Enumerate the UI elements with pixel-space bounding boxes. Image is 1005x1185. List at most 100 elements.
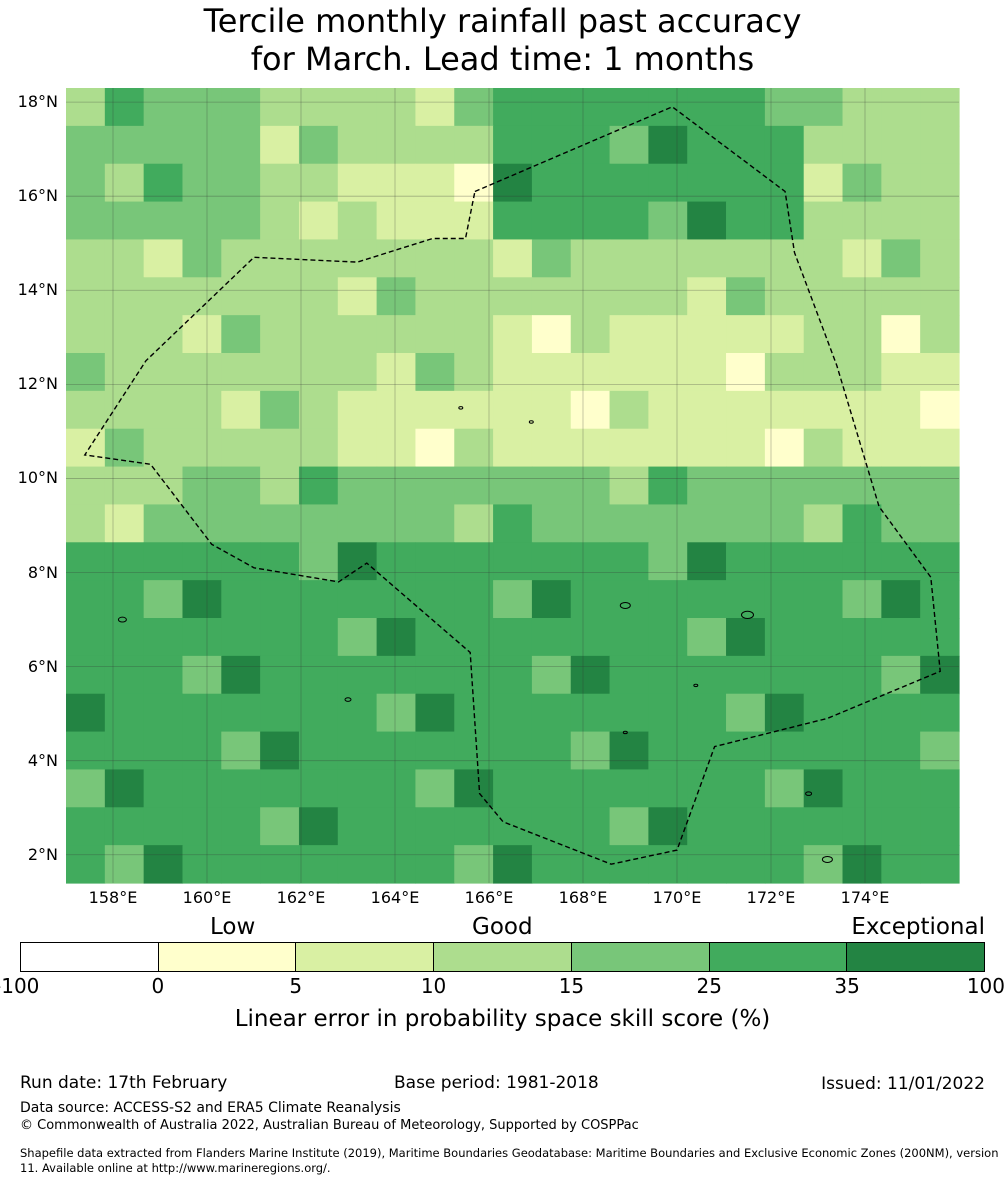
- grid-cell: [260, 315, 300, 354]
- grid-cell: [764, 277, 805, 316]
- grid-cell: [221, 655, 261, 695]
- grid-cell: [881, 807, 921, 846]
- island-outline: [528, 420, 534, 424]
- grid-cell: [687, 580, 727, 619]
- grid-cell: [493, 769, 533, 808]
- longitude-tick-label: 170°E: [652, 888, 702, 907]
- grid-cell: [376, 315, 417, 354]
- grid-cell: [221, 542, 261, 581]
- grid-cell: [842, 163, 882, 203]
- grid-cell: [221, 88, 261, 127]
- grid-cell: [493, 731, 533, 771]
- grid-cell: [454, 277, 494, 316]
- grid-cell: [104, 845, 145, 884]
- grid-cell: [609, 580, 649, 619]
- grid-cell: [531, 504, 572, 543]
- grid-cell: [531, 845, 572, 884]
- grid-cell: [143, 201, 184, 241]
- grid-cell: [726, 239, 766, 278]
- grid-cell: [609, 125, 649, 165]
- grid-cell: [493, 542, 533, 581]
- grid-cell: [920, 201, 960, 241]
- grid-cell: [687, 163, 727, 203]
- island-outline: [741, 610, 754, 619]
- grid-cell: [221, 277, 261, 316]
- grid-cell: [842, 845, 882, 884]
- grid-cell: [531, 390, 572, 430]
- grid-cell: [104, 618, 145, 657]
- grid-cell: [531, 655, 572, 695]
- grid-cell: [764, 504, 805, 543]
- grid-cell: [803, 845, 844, 884]
- grid-cell: [531, 542, 572, 581]
- grid-cell: [842, 807, 882, 846]
- grid-cell: [182, 845, 222, 884]
- grid-cell: [143, 731, 184, 771]
- copyright: © Commonwealth of Australia 2022, Austra…: [20, 1118, 639, 1133]
- issued-date: Issued: 11/01/2022: [821, 1074, 985, 1094]
- grid-cell: [143, 277, 184, 316]
- island-outline: [821, 855, 833, 863]
- grid-cell: [726, 731, 766, 771]
- grid-cell: [337, 580, 378, 619]
- grid-cell: [376, 769, 417, 808]
- grid-cell: [842, 618, 882, 657]
- grid-cell: [726, 125, 766, 165]
- grid-cell: [298, 428, 339, 468]
- grid-cell: [764, 618, 805, 657]
- grid-cell: [221, 807, 261, 846]
- longitude-tick-label: 164°E: [370, 888, 420, 907]
- grid-cell: [415, 315, 455, 354]
- grid-cell: [842, 353, 882, 392]
- grid-cell: [920, 618, 960, 657]
- grid-cell: [66, 466, 106, 506]
- grid-cell: [260, 353, 300, 392]
- grid-cell: [376, 466, 417, 506]
- grid-cell: [570, 277, 611, 316]
- grid-cell: [182, 807, 222, 846]
- grid-cell: [298, 655, 339, 695]
- grid-cell: [415, 845, 455, 884]
- grid-cell: [648, 239, 688, 278]
- grid-cell: [609, 731, 649, 771]
- grid-cell: [260, 201, 300, 241]
- grid-cell: [648, 466, 688, 506]
- longitude-tick-label: 160°E: [182, 888, 232, 907]
- grid-cell: [726, 845, 766, 884]
- colorbar-tick-label: 0: [151, 974, 165, 998]
- grid-cell: [531, 277, 572, 316]
- grid-cell: [143, 390, 184, 430]
- chart-title: Tercile monthly rainfall past accuracy f…: [0, 2, 1005, 78]
- grid-cell: [920, 239, 960, 278]
- grid-cell: [764, 769, 805, 808]
- skill-grid-cells: [66, 88, 960, 884]
- grid-cell: [881, 428, 921, 468]
- grid-cell: [531, 807, 572, 846]
- grid-cell: [531, 731, 572, 771]
- grid-cell: [881, 580, 921, 619]
- grid-cell: [648, 807, 688, 846]
- grid-cell: [182, 277, 222, 316]
- legend-category-exceptional: Exceptional: [851, 914, 985, 940]
- grid-cell: [415, 277, 455, 316]
- grid-cell: [415, 693, 455, 733]
- grid-cell: [803, 504, 844, 543]
- grid-cell: [920, 731, 960, 771]
- skill-score-map: [66, 88, 960, 884]
- grid-cell: [376, 580, 417, 619]
- island-outline: [805, 791, 813, 796]
- grid-cell: [920, 693, 960, 733]
- island-outline: [117, 616, 127, 623]
- grid-cell: [454, 428, 494, 468]
- grid-cell: [609, 845, 649, 884]
- grid-cell: [66, 580, 106, 619]
- latitude-tick-label: 12°N: [17, 374, 58, 394]
- colorbar-segment: [21, 943, 159, 971]
- grid-cell: [104, 655, 145, 695]
- grid-cell: [376, 693, 417, 733]
- grid-cell: [881, 125, 921, 165]
- grid-cell: [454, 807, 494, 846]
- colorbar-segment: [847, 943, 985, 971]
- grid-cell: [298, 125, 339, 165]
- grid-cell: [221, 580, 261, 619]
